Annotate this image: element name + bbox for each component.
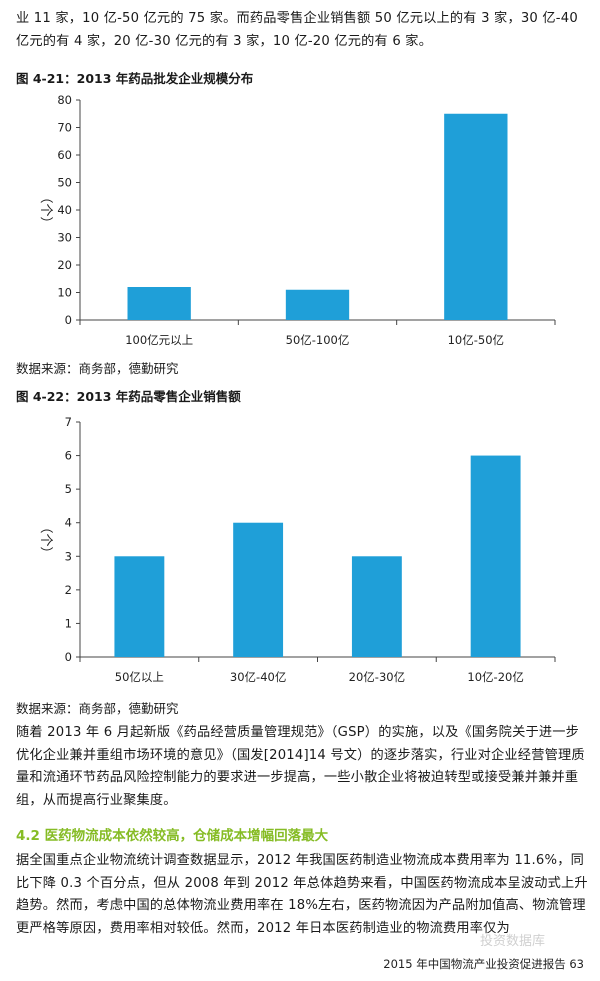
- x-category-label: 20亿-30亿: [349, 670, 405, 684]
- figure-source-4-21: 数据来源：商务部，德勤研究: [16, 361, 179, 376]
- bar: [114, 556, 165, 657]
- figure-source-4-22: 数据来源：商务部，德勤研究: [16, 701, 179, 716]
- bar: [470, 455, 521, 657]
- y-axis-label: （个）: [38, 520, 53, 559]
- figure-title-4-21: 图 4-21：2013 年药品批发企业规模分布: [16, 71, 254, 86]
- y-tick-label: 0: [65, 313, 72, 327]
- y-tick-label: 3: [65, 549, 72, 563]
- y-tick-label: 1: [65, 616, 72, 630]
- y-tick-label: 80: [57, 93, 72, 107]
- y-tick-label: 5: [65, 482, 72, 496]
- chart-wholesale-distribution: 0 10 20 30 40 50 60 70 80 100亿元以上 50亿-100亿 10亿-50亿 （…: [38, 93, 556, 347]
- watermark: 投资数据库: [480, 934, 546, 949]
- figure-title-4-22: 图 4-22：2013 年药品零售企业销售额: [16, 389, 241, 404]
- x-category-label: 50亿以上: [115, 670, 164, 684]
- y-tick-label: 7: [65, 415, 72, 429]
- y-tick-label: 70: [57, 121, 72, 135]
- x-category-label: 10亿-50亿: [448, 333, 504, 347]
- y-tick-label: 10: [57, 286, 72, 300]
- x-category-label: 10亿-20亿: [467, 670, 523, 684]
- section-paragraph: 据全国重点企业物流统计调查数据显示，2012 年我国医药制造业物流成本费用率为 …: [16, 853, 588, 936]
- x-category-label: 100亿元以上: [125, 333, 193, 347]
- y-tick-label: 2: [65, 583, 72, 597]
- y-tick-label: 0: [65, 650, 72, 664]
- y-tick-label: 60: [57, 148, 72, 162]
- chart-retail-sales: 0 1 2 3 4 5 6 7 50亿以上 30亿-40亿 20亿-30亿 10亿-20亿 （个）: [38, 415, 556, 684]
- intro-paragraph: 业 11 家，10 亿-50 亿元的 75 家。而药品零售企业销售额 50 亿元…: [16, 11, 578, 49]
- x-category-label: 30亿-40亿: [230, 670, 286, 684]
- y-tick-label: 50: [57, 176, 72, 190]
- body-paragraph: 随着 2013 年 6 月起新版《药品经营质量管理规范》（GSP）的实施，以及《…: [16, 725, 585, 808]
- bar: [127, 287, 191, 320]
- bar: [351, 556, 402, 657]
- y-tick-label: 6: [65, 449, 72, 463]
- y-axis-label: （个）: [38, 190, 53, 229]
- bar: [233, 522, 284, 657]
- bar: [285, 289, 350, 320]
- y-tick-label: 20: [57, 258, 72, 272]
- y-tick-label: 4: [65, 516, 72, 530]
- page-footer: 2015 年中国物流产业投资促进报告 63: [383, 957, 584, 971]
- bar: [444, 113, 508, 320]
- y-tick-label: 30: [57, 231, 72, 245]
- section-heading: 4.2 医药物流成本依然较高，仓储成本增幅回落最大: [16, 828, 329, 844]
- y-tick-label: 40: [57, 203, 72, 217]
- x-category-label: 50亿-100亿: [286, 333, 350, 347]
